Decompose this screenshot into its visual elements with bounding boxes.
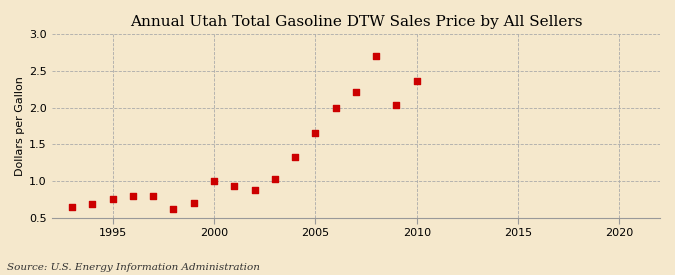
- Point: [290, 155, 300, 160]
- Point: [209, 179, 219, 183]
- Point: [67, 204, 78, 209]
- Point: [391, 103, 402, 108]
- Title: Annual Utah Total Gasoline DTW Sales Price by All Sellers: Annual Utah Total Gasoline DTW Sales Pri…: [130, 15, 582, 29]
- Point: [87, 202, 98, 207]
- Point: [168, 207, 179, 211]
- Point: [229, 184, 240, 188]
- Point: [310, 131, 321, 136]
- Point: [107, 196, 118, 201]
- Y-axis label: Dollars per Gallon: Dollars per Gallon: [15, 76, 25, 176]
- Point: [269, 177, 280, 181]
- Point: [330, 105, 341, 110]
- Point: [350, 89, 361, 94]
- Point: [188, 201, 199, 205]
- Point: [371, 54, 381, 59]
- Point: [128, 193, 138, 198]
- Point: [249, 188, 260, 193]
- Point: [411, 78, 422, 83]
- Text: Source: U.S. Energy Information Administration: Source: U.S. Energy Information Administ…: [7, 263, 260, 272]
- Point: [148, 193, 159, 198]
